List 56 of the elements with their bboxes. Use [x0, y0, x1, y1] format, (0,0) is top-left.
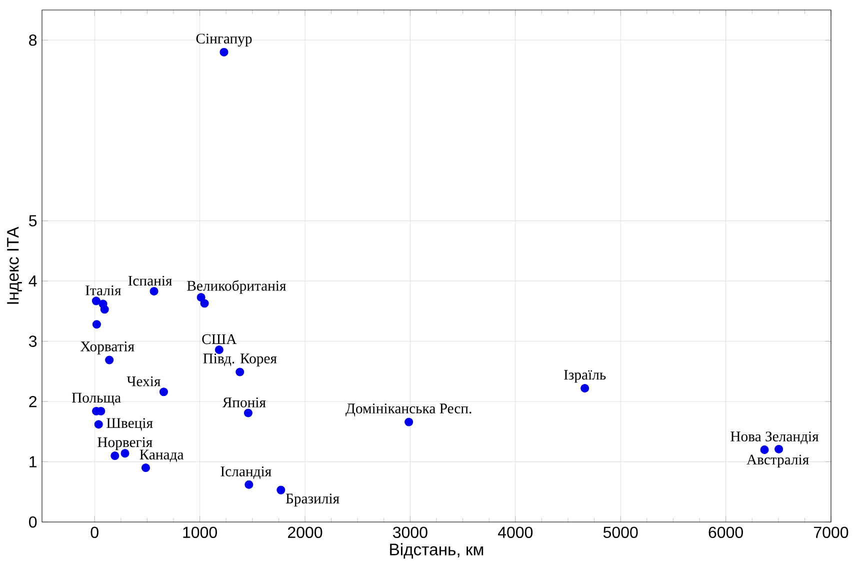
- annotation: Сінгапур: [196, 34, 252, 47]
- y-axis-title: Індекс ІТА: [7, 226, 22, 304]
- annotation: Чехія: [126, 376, 160, 386]
- annotation: Канада: [140, 450, 184, 462]
- annotation: Австралія: [746, 454, 809, 468]
- point: [236, 368, 244, 376]
- x-tick-label: 0: [90, 526, 98, 538]
- point: [244, 408, 252, 418]
- x-tick-label: 2000: [288, 526, 322, 538]
- y-tick-label: 8: [29, 34, 37, 46]
- point: [244, 480, 254, 489]
- y-tick-label: 0: [29, 516, 37, 528]
- x-tick-label: 3000: [393, 526, 428, 538]
- annotation: Польща: [72, 392, 121, 406]
- point: [276, 486, 286, 494]
- annotation: Італія: [86, 285, 122, 296]
- x-axis-title: Відстань, км: [390, 543, 484, 559]
- x-tick-label: 1000: [183, 526, 217, 538]
- x-tick-label: 7000: [814, 526, 848, 538]
- point: [92, 320, 101, 329]
- point: [404, 418, 414, 426]
- annotation: Великобританія: [187, 280, 286, 294]
- point: [94, 420, 103, 429]
- point: [100, 305, 109, 314]
- point: [580, 384, 590, 393]
- point: [760, 445, 769, 454]
- point: [200, 299, 209, 308]
- x-tick-label: 5000: [603, 526, 638, 538]
- annotation: Норвегія: [98, 437, 152, 450]
- point: [110, 451, 120, 460]
- point: [159, 388, 168, 396]
- x-tick-label: 6000: [708, 526, 743, 538]
- annotation: Півд. Корея: [203, 354, 277, 366]
- point: [774, 444, 784, 454]
- y-tick-label: 2: [29, 396, 36, 408]
- annotation: Домініканська Респ.: [346, 404, 472, 416]
- point: [220, 48, 228, 56]
- annotation: Ізраїль: [564, 370, 606, 383]
- annotation: Швеція: [106, 418, 153, 431]
- point: [150, 287, 158, 296]
- y-tick-label: 4: [28, 276, 37, 287]
- annotation: Ісландія: [220, 466, 272, 480]
- annotation: Бразилія: [286, 494, 340, 506]
- annotation: Іспанія: [128, 276, 172, 286]
- x-tick-label: 4000: [498, 526, 533, 538]
- annotation: Японія: [222, 398, 266, 408]
- point: [141, 464, 150, 472]
- annotation: Нова Зеландія: [730, 432, 819, 444]
- point: [214, 345, 224, 354]
- annotation: Хорватія: [80, 342, 134, 354]
- y-tick-label: 3: [29, 336, 37, 347]
- y-tick-label: 5: [29, 215, 37, 226]
- y-tick-label: 1: [30, 456, 37, 468]
- annotation: США: [202, 334, 237, 344]
- point: [92, 296, 100, 306]
- point: [105, 356, 114, 364]
